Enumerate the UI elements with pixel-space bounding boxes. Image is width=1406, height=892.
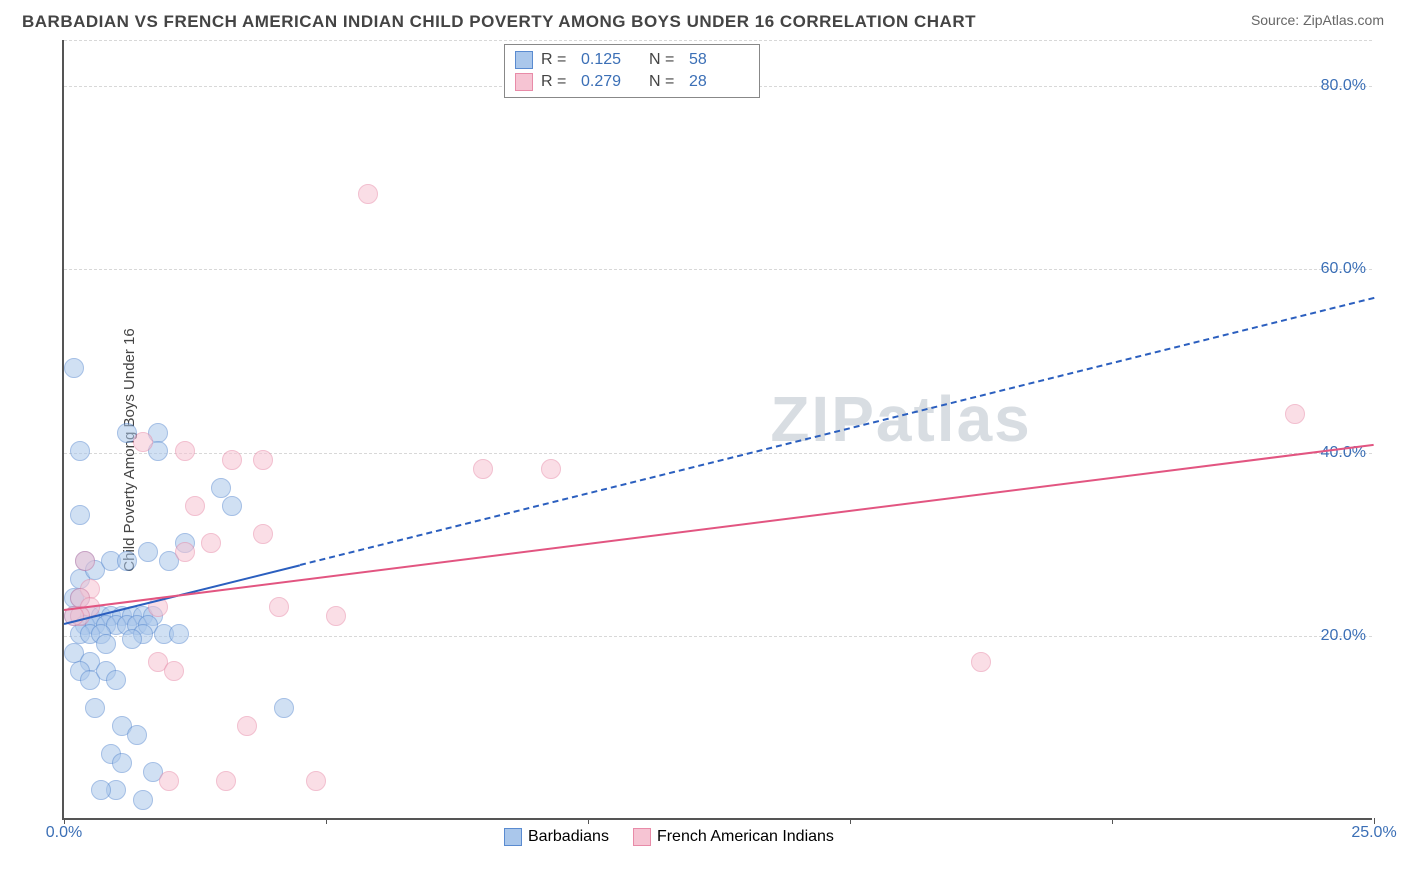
scatter-point bbox=[133, 432, 153, 452]
scatter-point bbox=[127, 725, 147, 745]
scatter-point bbox=[222, 496, 242, 516]
scatter-point bbox=[91, 780, 111, 800]
source-prefix: Source: bbox=[1251, 12, 1303, 28]
chart-container: Child Poverty Among Boys Under 16 ZIPatl… bbox=[12, 40, 1392, 860]
scatter-point bbox=[138, 542, 158, 562]
scatter-point bbox=[159, 771, 179, 791]
y-tick-label: 80.0% bbox=[1321, 77, 1366, 95]
gridline bbox=[64, 40, 1372, 41]
n-label: N = bbox=[649, 73, 681, 91]
scatter-point bbox=[106, 670, 126, 690]
source-name: ZipAtlas.com bbox=[1303, 12, 1384, 28]
trend-line bbox=[300, 297, 1375, 566]
plot-area: ZIPatlas 20.0%40.0%60.0%80.0%0.0%25.0%R … bbox=[62, 40, 1372, 820]
chart-title: BARBADIAN VS FRENCH AMERICAN INDIAN CHIL… bbox=[22, 12, 976, 32]
x-tick-label: 25.0% bbox=[1351, 824, 1396, 842]
scatter-point bbox=[85, 698, 105, 718]
x-tick-mark bbox=[588, 818, 589, 824]
x-tick-mark bbox=[1112, 818, 1113, 824]
scatter-point bbox=[269, 597, 289, 617]
y-tick-label: 20.0% bbox=[1321, 627, 1366, 645]
scatter-point bbox=[175, 542, 195, 562]
scatter-point bbox=[169, 624, 189, 644]
scatter-point bbox=[216, 771, 236, 791]
legend-swatch bbox=[515, 73, 533, 91]
x-tick-label: 0.0% bbox=[46, 824, 82, 842]
x-tick-mark bbox=[326, 818, 327, 824]
watermark-light: atlas bbox=[876, 383, 1032, 455]
scatter-point bbox=[211, 478, 231, 498]
scatter-point bbox=[185, 496, 205, 516]
y-tick-label: 60.0% bbox=[1321, 260, 1366, 278]
r-label: R = bbox=[541, 73, 573, 91]
correlation-legend: R = 0.125 N = 58 R = 0.279 N = 28 bbox=[504, 44, 760, 98]
scatter-point bbox=[133, 790, 153, 810]
n-value: 28 bbox=[689, 73, 749, 91]
source-label: Source: ZipAtlas.com bbox=[1251, 12, 1384, 28]
scatter-point bbox=[175, 441, 195, 461]
scatter-point bbox=[473, 459, 493, 479]
scatter-point bbox=[122, 629, 142, 649]
r-label: R = bbox=[541, 51, 573, 69]
scatter-point bbox=[274, 698, 294, 718]
scatter-point bbox=[253, 450, 273, 470]
scatter-point bbox=[971, 652, 991, 672]
scatter-point bbox=[1285, 404, 1305, 424]
legend-label: Barbadians bbox=[528, 828, 609, 846]
gridline bbox=[64, 269, 1372, 270]
r-value: 0.279 bbox=[581, 73, 641, 91]
scatter-point bbox=[70, 441, 90, 461]
legend-label: French American Indians bbox=[657, 828, 834, 846]
correlation-row: R = 0.279 N = 28 bbox=[515, 71, 749, 93]
scatter-point bbox=[541, 459, 561, 479]
n-value: 58 bbox=[689, 51, 749, 69]
scatter-point bbox=[358, 184, 378, 204]
r-value: 0.125 bbox=[581, 51, 641, 69]
legend-item: Barbadians bbox=[504, 828, 609, 846]
series-legend: Barbadians French American Indians bbox=[504, 828, 834, 846]
scatter-point bbox=[70, 505, 90, 525]
scatter-point bbox=[112, 753, 132, 773]
legend-swatch bbox=[633, 828, 651, 846]
scatter-point bbox=[75, 551, 95, 571]
n-label: N = bbox=[649, 51, 681, 69]
scatter-point bbox=[237, 716, 257, 736]
scatter-point bbox=[96, 634, 116, 654]
scatter-point bbox=[117, 551, 137, 571]
legend-swatch bbox=[504, 828, 522, 846]
x-tick-mark bbox=[850, 818, 851, 824]
scatter-point bbox=[164, 661, 184, 681]
scatter-point bbox=[326, 606, 346, 626]
legend-swatch bbox=[515, 51, 533, 69]
scatter-point bbox=[253, 524, 273, 544]
scatter-point bbox=[306, 771, 326, 791]
scatter-point bbox=[222, 450, 242, 470]
correlation-row: R = 0.125 N = 58 bbox=[515, 49, 749, 71]
scatter-point bbox=[201, 533, 221, 553]
gridline bbox=[64, 636, 1372, 637]
legend-item: French American Indians bbox=[633, 828, 834, 846]
scatter-point bbox=[64, 358, 84, 378]
